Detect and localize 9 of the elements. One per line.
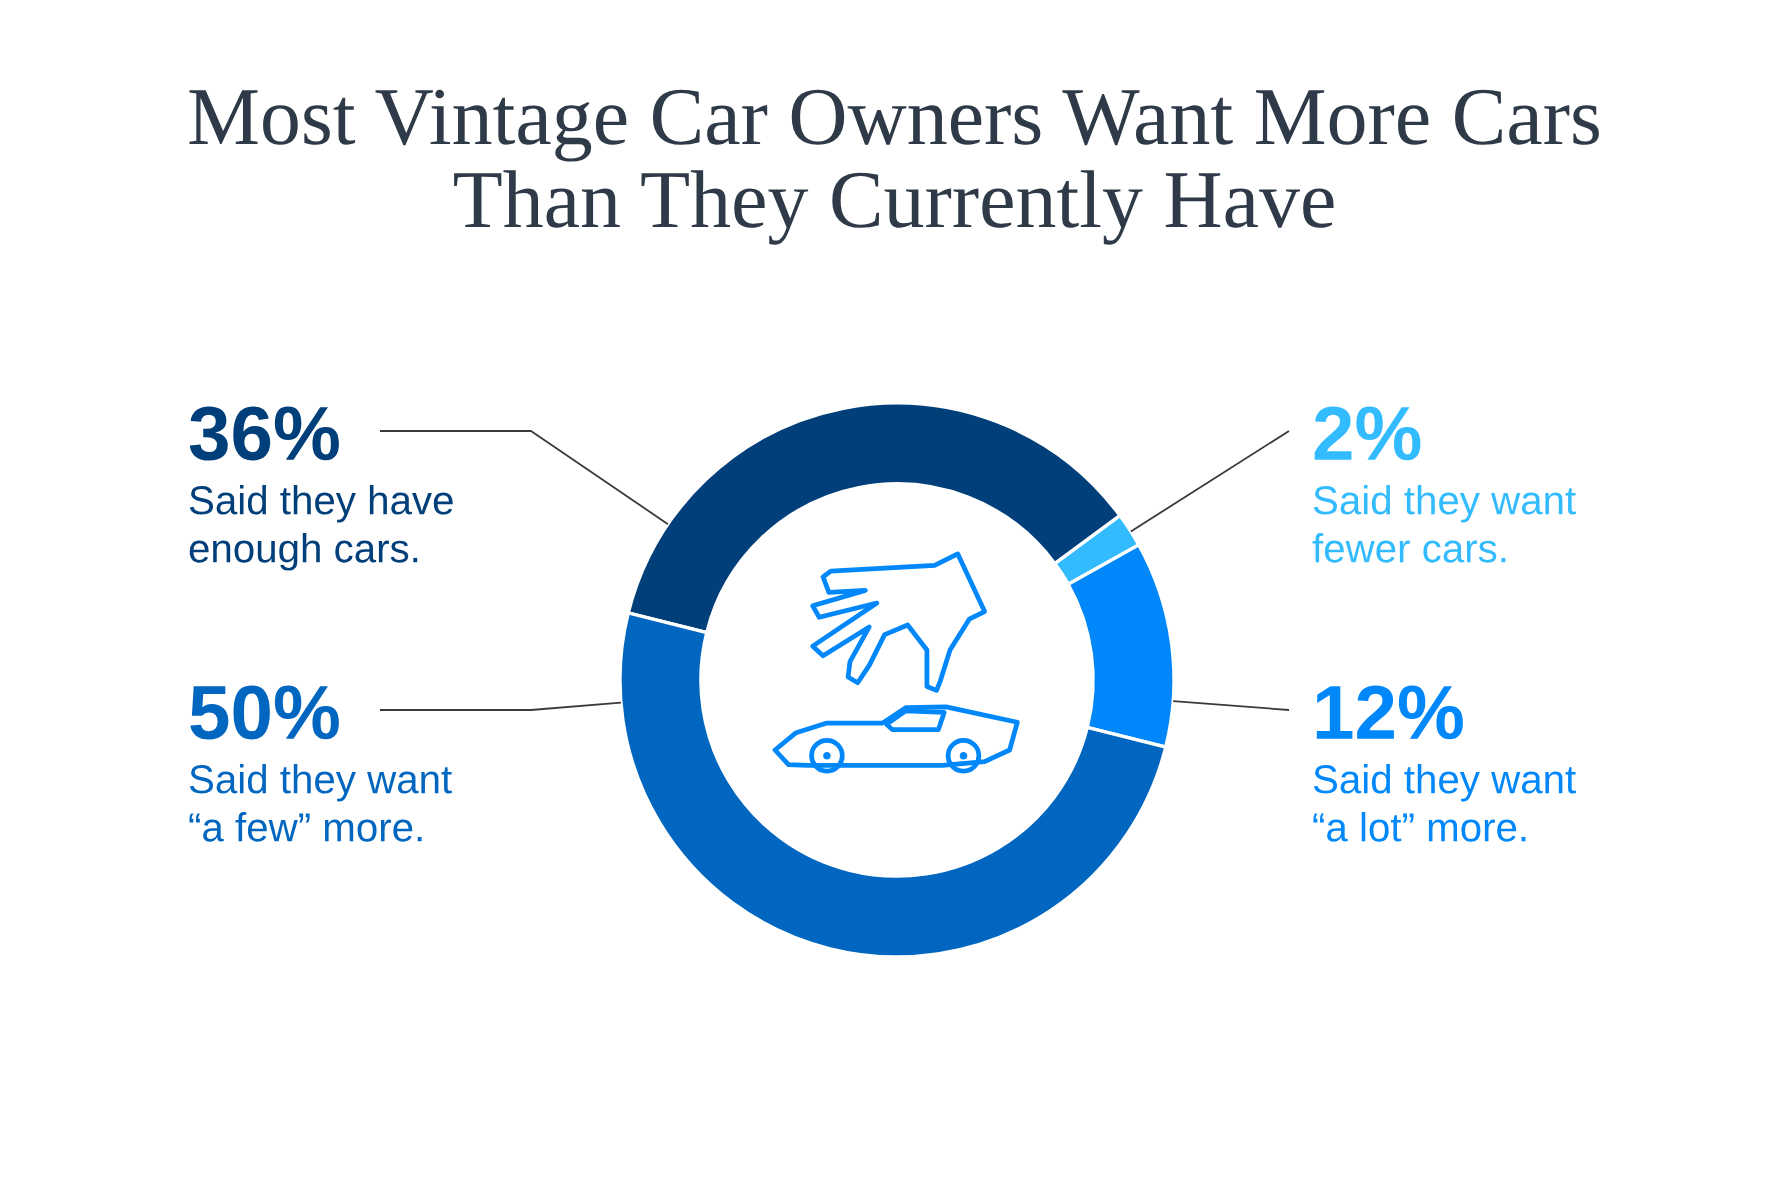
data-label: 50% [190, 685, 339, 740]
chart-title: Most Vintage Car Owners Want More Cars Than They Currently Have [189, 89, 1599, 245]
slice-label: Said they want fewer cars. [1312, 485, 1576, 563]
data-label: 12% [1316, 685, 1463, 740]
data-label: 36% [189, 406, 339, 461]
slice-label: Said they want “a lot” more. [1313, 764, 1576, 842]
slice-label: Said they have enough cars. [189, 485, 453, 571]
data-label: 2% [1314, 406, 1421, 461]
slice-label: Said they want “a few” more. [189, 764, 452, 842]
